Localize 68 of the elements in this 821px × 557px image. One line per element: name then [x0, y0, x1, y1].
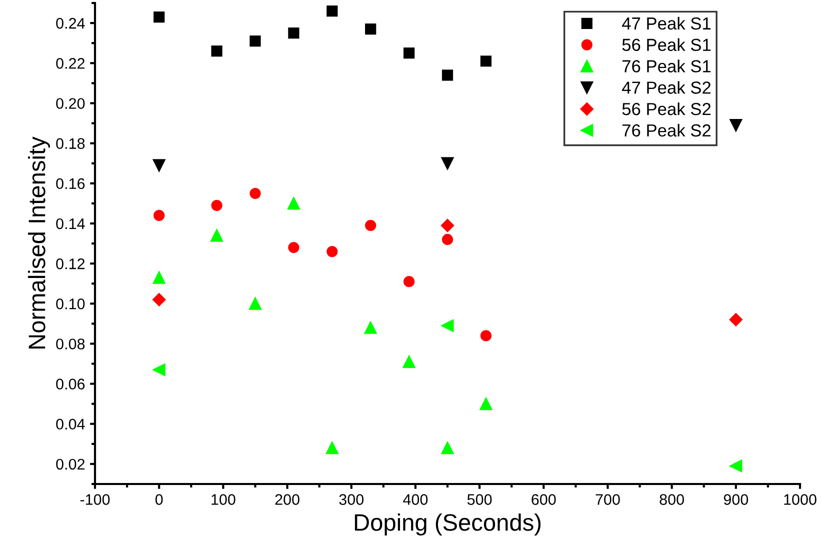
point	[441, 442, 454, 454]
legend-label: 56 Peak S1	[622, 38, 711, 52]
x-tick-label: 800	[660, 494, 684, 505]
x-tick-label: 500	[467, 494, 492, 505]
point	[152, 271, 166, 284]
point	[402, 355, 416, 368]
point	[250, 188, 261, 199]
y-tick-label: 0.06	[56, 378, 85, 390]
y-tick-label: 0.10	[56, 298, 85, 310]
x-tick-label: 300	[339, 494, 364, 505]
x-tick-label: 600	[532, 494, 556, 505]
y-tick-label: 0.24	[56, 18, 85, 29]
y-tick-label: 0.02	[56, 458, 85, 470]
point	[442, 70, 454, 81]
x-tick-label: -100	[80, 494, 110, 505]
point	[210, 229, 224, 242]
point	[365, 220, 376, 232]
y-axis-title: Normalised Intensity	[28, 136, 50, 349]
point	[440, 218, 454, 232]
point	[152, 159, 166, 172]
y-tick-label: 0.20	[56, 98, 85, 109]
legend-label: 47 Peak S2	[622, 81, 711, 94]
point	[403, 276, 415, 288]
point	[441, 319, 454, 332]
x-tick-label: 400	[403, 494, 428, 505]
y-tick-label: 0.08	[56, 338, 85, 350]
point	[365, 24, 376, 35]
x-tick-label: 700	[596, 494, 620, 505]
point	[152, 293, 166, 306]
point	[326, 442, 338, 454]
point	[288, 242, 300, 254]
y-tick-label: 0.12	[56, 258, 85, 270]
y-tick-label: 0.18	[56, 138, 85, 149]
point	[211, 46, 222, 57]
point	[288, 28, 300, 39]
legend-label: 76 Peak S2	[622, 124, 711, 137]
point	[730, 460, 742, 472]
point	[326, 246, 338, 258]
x-tick-label: 100	[212, 494, 236, 505]
point	[480, 398, 492, 410]
y-tick-label: 0.16	[56, 178, 85, 190]
point	[729, 313, 742, 326]
point	[154, 210, 165, 221]
point	[441, 157, 454, 170]
y-tick-label: 0.14	[56, 218, 85, 230]
point	[250, 36, 261, 47]
x-tick-label: 1000	[784, 494, 816, 505]
x-tick-label: 900	[724, 494, 748, 505]
point	[442, 234, 454, 246]
point	[480, 56, 492, 67]
y-tick-label: 0.04	[56, 418, 85, 430]
point	[480, 330, 492, 342]
point	[287, 197, 300, 210]
point	[730, 119, 742, 132]
point	[152, 364, 166, 376]
legend-label: 47 Peak S1	[622, 16, 711, 30]
point	[364, 321, 377, 334]
x-tick-label: 0	[155, 494, 163, 505]
point	[211, 200, 222, 211]
y-tick-label: 0.22	[56, 58, 85, 69]
legend-label: 56 Peak S2	[622, 102, 711, 116]
x-axis-title: Doping (Seconds)	[354, 514, 541, 536]
point	[248, 297, 262, 310]
legend-label: 76 Peak S1	[622, 60, 711, 72]
point	[154, 11, 165, 23]
x-tick-label: 200	[275, 494, 300, 505]
point	[403, 48, 415, 59]
point	[326, 5, 338, 17]
